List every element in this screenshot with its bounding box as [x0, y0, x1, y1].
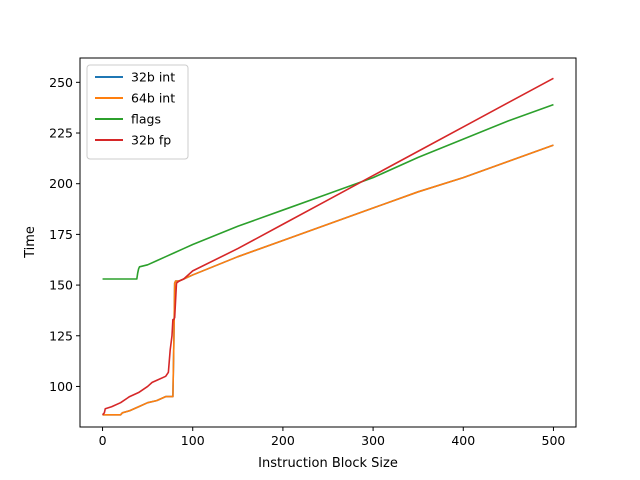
- series-line-flags: [102, 103, 554, 280]
- x-axis-label: Instruction Block Size: [258, 456, 398, 471]
- x-tick-label: 0: [99, 433, 107, 448]
- legend: 32b int 64b int flags 32b fp: [86, 64, 189, 160]
- plot-lines: [101, 77, 554, 416]
- y-tick-label: 100: [49, 379, 73, 394]
- x-tick-label: 500: [542, 433, 566, 448]
- y-tick-label: 200: [49, 176, 73, 191]
- y-tick-label: 250: [49, 75, 73, 90]
- x-tick-label: 100: [181, 433, 205, 448]
- y-tick-label: 150: [49, 278, 73, 293]
- series-line-64b-int: [102, 144, 554, 416]
- legend-label: 32b fp: [131, 133, 171, 148]
- legend-label: 32b int: [131, 70, 175, 85]
- x-tick-label: 200: [271, 433, 295, 448]
- y-tick-label: 225: [49, 126, 73, 141]
- x-axis: 0 100 200 300 400 500: [99, 427, 566, 448]
- legend-label: 64b int: [131, 91, 175, 106]
- series-line-32b-fp: [101, 77, 554, 416]
- y-axis-label: Time: [23, 226, 38, 259]
- legend-box: [86, 64, 189, 160]
- x-tick-label: 300: [361, 433, 385, 448]
- y-tick-label: 125: [49, 328, 73, 343]
- legend-label: flags: [131, 112, 161, 127]
- x-tick-label: 400: [451, 433, 475, 448]
- y-axis: 100 125 150 175 200 225 250: [49, 75, 80, 394]
- plot-area-frame: [79, 57, 577, 428]
- y-tick-label: 175: [49, 227, 73, 242]
